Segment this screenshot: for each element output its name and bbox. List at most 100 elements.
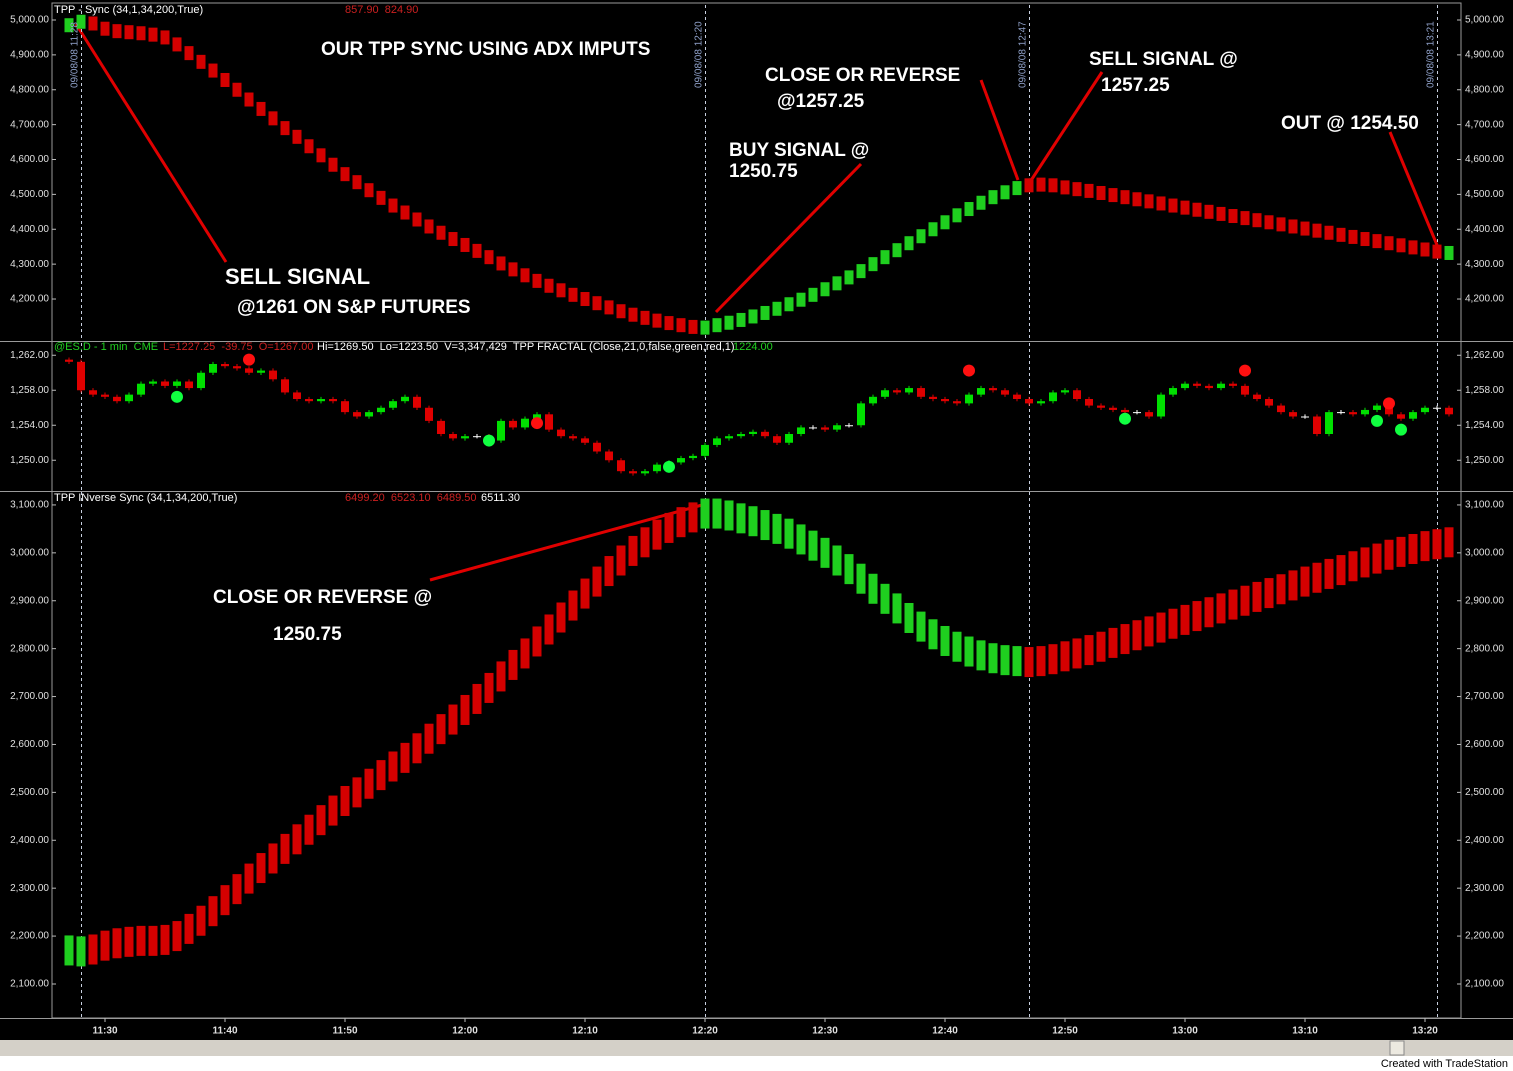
brick (1288, 219, 1298, 234)
x-tick-label: 11:40 (212, 1026, 237, 1037)
candle-body (569, 436, 577, 439)
brick (1444, 527, 1454, 558)
candle-body (1121, 409, 1129, 413)
brick (256, 853, 266, 884)
footer-strip (0, 1056, 1513, 1071)
brick (520, 268, 530, 283)
candle-body (1145, 412, 1153, 417)
candle-body (257, 370, 265, 373)
brick (64, 935, 74, 966)
panel-header: Hi=1269.50 Lo=1223.50 V=3,347,429 TPP FR… (317, 341, 735, 353)
candle-body (1409, 412, 1417, 419)
candle-body (1049, 392, 1057, 402)
brick (412, 212, 422, 227)
brick (352, 175, 362, 190)
brick (1324, 225, 1334, 240)
brick (1252, 581, 1262, 612)
candle-body (1193, 383, 1201, 386)
candle-body (1205, 385, 1213, 389)
candle-body (1013, 394, 1021, 399)
fractal-dot (531, 417, 543, 430)
brick (124, 25, 134, 40)
brick (136, 925, 146, 956)
brick (1144, 194, 1154, 209)
brick (1060, 180, 1070, 195)
x-tick-label: 12:00 (452, 1026, 478, 1037)
brick (1000, 645, 1010, 676)
scrollbar[interactable] (0, 1040, 1513, 1056)
y-tick-label-right: 2,100.00 (1465, 979, 1504, 990)
arrow (979, 79, 1020, 181)
brick (988, 190, 998, 205)
brick (328, 795, 338, 826)
brick (1156, 612, 1166, 643)
annotation: CLOSE OR REVERSE (765, 65, 960, 86)
brick (328, 157, 338, 172)
brick (1276, 574, 1286, 605)
candle-body (797, 427, 805, 434)
brick (1420, 242, 1430, 257)
brick (280, 833, 290, 864)
candle-body (905, 388, 913, 393)
candle-body (149, 381, 157, 384)
brick (736, 503, 746, 534)
brick (592, 296, 602, 311)
brick (868, 573, 878, 604)
x-tick-label: 12:30 (812, 1026, 838, 1037)
y-tick-label: 2,500.00 (10, 787, 49, 798)
candle-body (461, 436, 469, 439)
annotation: BUY SIGNAL @ (729, 140, 869, 161)
brick (820, 537, 830, 568)
annotation: SELL SIGNAL (225, 264, 370, 289)
candle-body (881, 390, 889, 397)
x-tick-label: 13:20 (1412, 1026, 1438, 1037)
brick (172, 921, 182, 952)
brick (1192, 202, 1202, 217)
brick (664, 316, 674, 331)
time-marker-label: 09/08/08 12:47 (1018, 21, 1029, 88)
brick (1300, 221, 1310, 236)
fractal-dot (1383, 397, 1395, 410)
annotation: @1261 ON S&P FUTURES (237, 297, 471, 318)
fractal-dot (663, 460, 675, 473)
brick (316, 805, 326, 836)
brick (376, 190, 386, 205)
brick (388, 751, 398, 782)
candle-body (1157, 394, 1165, 417)
candle-body (413, 396, 421, 408)
brick (1132, 192, 1142, 207)
candle-body (341, 401, 349, 413)
candle-body (125, 394, 133, 402)
x-tick-label: 11:50 (332, 1026, 357, 1037)
candle-body (653, 464, 661, 472)
brick (1396, 238, 1406, 253)
brick (1360, 547, 1370, 578)
candle-body (1217, 383, 1225, 389)
y-tick-label: 2,900.00 (10, 595, 49, 606)
annotation: 1250.75 (273, 624, 342, 645)
candle-body (1289, 412, 1297, 417)
candle-body (1061, 390, 1069, 393)
brick (388, 198, 398, 213)
brick (340, 785, 350, 816)
candle-body (1169, 388, 1177, 395)
annotation: 1250.75 (729, 161, 798, 182)
brick (1120, 190, 1130, 205)
candle-body (1337, 412, 1345, 414)
brick (724, 315, 734, 330)
brick (1444, 245, 1454, 260)
brick (952, 208, 962, 223)
panel-header: 6499.20 6523.10 6489.50 (345, 492, 477, 504)
y-tick-label-right: 2,300.00 (1465, 883, 1504, 894)
candle-body (521, 418, 529, 428)
candle-body (293, 392, 301, 399)
brick (1156, 196, 1166, 211)
candle-body (1361, 409, 1369, 415)
candle-body (269, 370, 277, 380)
scrollbar-thumb[interactable] (1389, 1040, 1405, 1056)
brick (1384, 236, 1394, 251)
candle-body (1373, 405, 1381, 410)
candle-body (581, 438, 589, 443)
brick (1264, 215, 1274, 230)
